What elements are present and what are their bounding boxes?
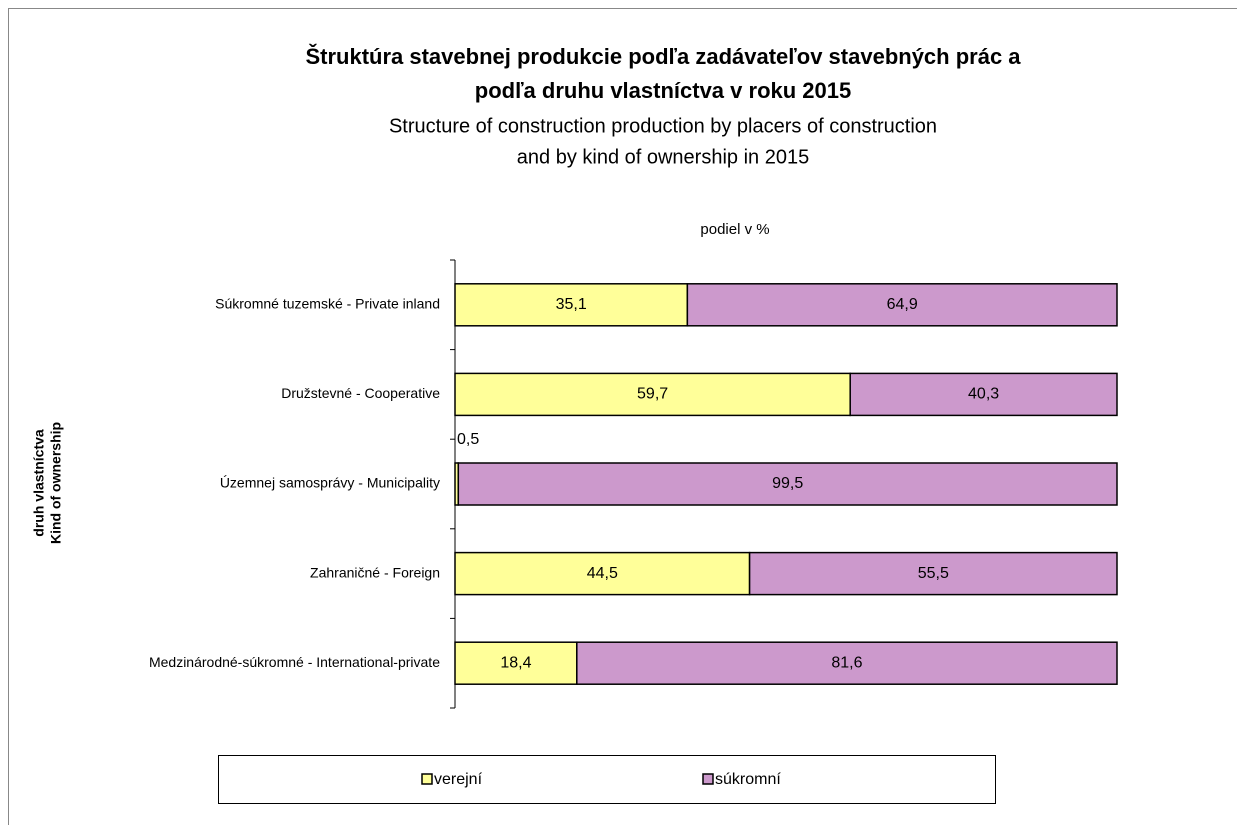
bar-segment bbox=[576, 641, 1118, 685]
chart-subtitle: Structure of construction production by … bbox=[389, 115, 937, 137]
data-label: 18,4 bbox=[500, 654, 531, 671]
bar-segment bbox=[686, 283, 1118, 327]
y-tick-label: Zahraničné - Foreign bbox=[310, 564, 440, 580]
y-tick-label: Družstevné - Cooperative bbox=[281, 385, 440, 401]
legend-box bbox=[218, 755, 996, 804]
data-label: 0,5 bbox=[457, 431, 479, 448]
y-tick-label: Územnej samosprávy - Municipality bbox=[220, 475, 440, 491]
y-axis-label: Kind of ownership bbox=[48, 422, 64, 544]
chart-subtitle: and by kind of ownership in 2015 bbox=[517, 146, 809, 168]
data-label: 55,5 bbox=[918, 565, 949, 582]
data-label: 40,3 bbox=[968, 386, 999, 403]
chart-frame bbox=[8, 8, 1237, 825]
y-axis-label: druh vlastníctva bbox=[31, 429, 47, 537]
data-label: 81,6 bbox=[831, 654, 862, 671]
data-label: 59,7 bbox=[637, 386, 668, 403]
data-label: 35,1 bbox=[556, 296, 587, 313]
bar-segment bbox=[454, 283, 689, 327]
bar-segment bbox=[849, 372, 1118, 417]
legend-label: verejní bbox=[434, 771, 483, 788]
bar-segment bbox=[454, 372, 851, 417]
chart-title: Štruktúra stavebnej produkcie podľa zadá… bbox=[305, 44, 1021, 69]
y-tick-label: Súkromné tuzemské - Private inland bbox=[215, 296, 440, 312]
chart-title: podľa druhu vlastníctva v roku 2015 bbox=[475, 78, 851, 103]
legend-label: súkromní bbox=[715, 771, 781, 788]
data-label: 64,9 bbox=[887, 296, 918, 313]
y-tick-label: Medzinárodné-súkromné - International-pr… bbox=[149, 654, 440, 670]
data-label: 44,5 bbox=[587, 565, 618, 582]
legend-swatch bbox=[421, 773, 433, 785]
bar-segment bbox=[457, 462, 1118, 506]
bar-segment bbox=[748, 551, 1118, 596]
legend-swatch bbox=[702, 773, 714, 785]
data-label: 99,5 bbox=[772, 475, 803, 492]
x-axis-label: podiel v % bbox=[700, 221, 769, 238]
